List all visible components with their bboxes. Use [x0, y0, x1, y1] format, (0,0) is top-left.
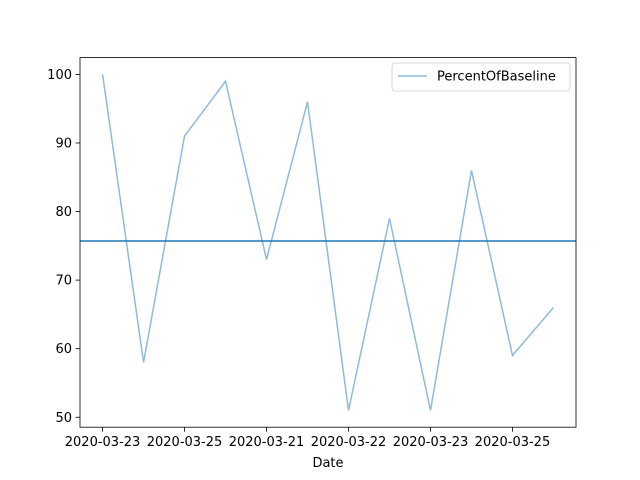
series-line-percent-of-baseline	[101, 74, 555, 411]
y-tick-label: 100	[47, 68, 72, 83]
x-axis-ticks: 2020-03-23 2020-03-25 2020-03-21 2020-03-22…	[65, 427, 550, 450]
y-tick-label: 60	[55, 342, 72, 357]
legend-box	[391, 62, 571, 92]
y-axis-ticks: 50 60 70 80 90 100	[47, 68, 80, 426]
y-tick-label: 90	[55, 136, 72, 151]
x-tick-label: 2020-03-25	[475, 435, 551, 450]
legend: PercentOfBaseline	[391, 62, 571, 92]
legend-label: PercentOfBaseline	[437, 70, 556, 85]
x-tick-label: 2020-03-23	[393, 435, 469, 450]
x-axis-label: Date	[312, 456, 343, 471]
x-tick-label: 2020-03-25	[147, 435, 223, 450]
plot-frame	[79, 57, 577, 428]
x-tick-label: 2020-03-21	[229, 435, 305, 450]
x-tick-label: 2020-03-23	[65, 435, 141, 450]
y-tick-label: 80	[55, 205, 72, 220]
x-tick-label: 2020-03-22	[311, 435, 387, 450]
y-tick-label: 70	[55, 274, 72, 289]
y-tick-label: 50	[55, 411, 72, 426]
